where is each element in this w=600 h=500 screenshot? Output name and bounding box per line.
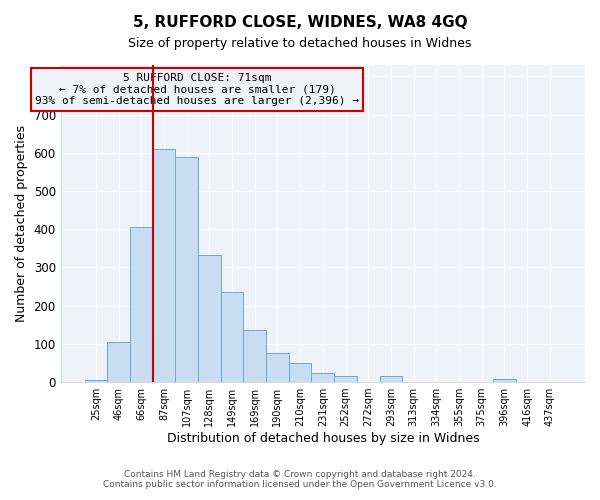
Text: Size of property relative to detached houses in Widnes: Size of property relative to detached ho… bbox=[128, 38, 472, 51]
Bar bbox=[380, 376, 402, 382]
Bar bbox=[334, 376, 357, 382]
Bar bbox=[221, 292, 244, 382]
Text: 5, RUFFORD CLOSE, WIDNES, WA8 4GQ: 5, RUFFORD CLOSE, WIDNES, WA8 4GQ bbox=[133, 15, 467, 30]
X-axis label: Distribution of detached houses by size in Widnes: Distribution of detached houses by size … bbox=[167, 432, 479, 445]
Bar bbox=[244, 330, 266, 382]
Bar bbox=[198, 255, 221, 382]
Bar bbox=[152, 149, 175, 382]
Bar bbox=[289, 363, 311, 382]
Text: Contains HM Land Registry data © Crown copyright and database right 2024.
Contai: Contains HM Land Registry data © Crown c… bbox=[103, 470, 497, 489]
Text: 5 RUFFORD CLOSE: 71sqm
← 7% of detached houses are smaller (179)
93% of semi-det: 5 RUFFORD CLOSE: 71sqm ← 7% of detached … bbox=[35, 73, 359, 106]
Bar bbox=[311, 372, 334, 382]
Bar bbox=[85, 380, 107, 382]
Bar bbox=[107, 342, 130, 382]
Bar bbox=[130, 228, 152, 382]
Y-axis label: Number of detached properties: Number of detached properties bbox=[15, 125, 28, 322]
Bar bbox=[175, 156, 198, 382]
Bar bbox=[493, 380, 516, 382]
Bar bbox=[266, 354, 289, 382]
